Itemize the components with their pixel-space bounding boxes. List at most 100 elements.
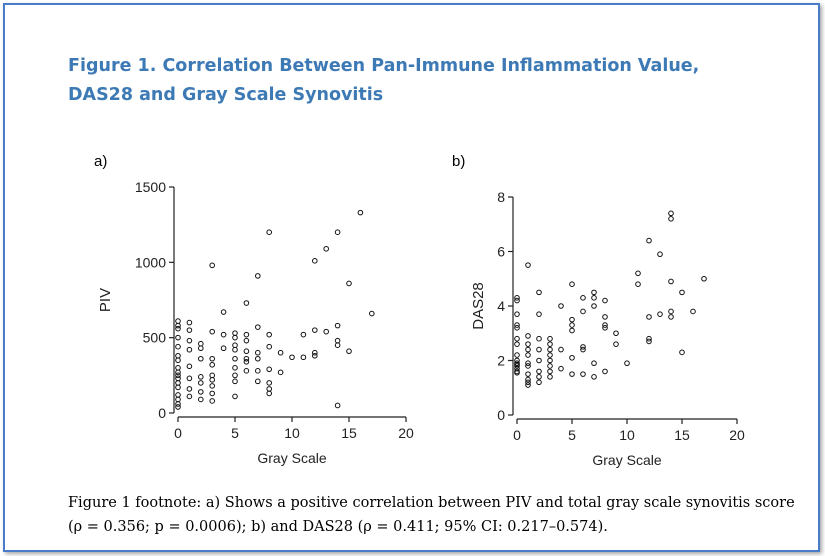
- data-point: [209, 377, 215, 383]
- data-point: [300, 331, 307, 338]
- data-point: [514, 357, 520, 364]
- data-point: [580, 371, 586, 377]
- data-point: [255, 355, 261, 362]
- y-axis-label: DAS28: [470, 282, 487, 330]
- x-tick-label: 5: [231, 425, 239, 441]
- data-point: [514, 335, 520, 342]
- data-point: [547, 357, 553, 364]
- y-tick-label: 6: [497, 244, 505, 260]
- data-point: [591, 303, 597, 309]
- data-point: [209, 372, 215, 379]
- data-point: [536, 289, 542, 296]
- data-point: [198, 355, 204, 362]
- data-point: [220, 309, 227, 315]
- data-point: [514, 297, 520, 304]
- data-point: [255, 324, 261, 330]
- data-point: [514, 341, 520, 347]
- data-point: [175, 369, 181, 376]
- data-point: [657, 311, 663, 317]
- data-point: [657, 251, 663, 258]
- data-point: [668, 278, 674, 285]
- data-point: [255, 273, 261, 279]
- data-point: [514, 325, 520, 331]
- data-point: [580, 308, 586, 315]
- data-point: [175, 322, 181, 329]
- data-point: [232, 342, 238, 348]
- data-point: [602, 325, 608, 331]
- data-point: [668, 216, 674, 222]
- data-point: [525, 352, 531, 358]
- data-point: [266, 343, 272, 350]
- data-point: [323, 245, 329, 252]
- data-point: [668, 308, 674, 315]
- data-point: [312, 349, 318, 356]
- data-point: [175, 357, 181, 364]
- data-point: [175, 380, 181, 386]
- data-point: [232, 372, 238, 379]
- data-point: [186, 337, 193, 344]
- x-tick-label: 10: [619, 427, 635, 443]
- data-point: [525, 341, 531, 347]
- data-point: [668, 210, 674, 217]
- data-point: [569, 371, 575, 377]
- data-point: [514, 322, 520, 328]
- data-point: [346, 348, 352, 355]
- data-point: [547, 363, 553, 369]
- x-axis-label: Gray Scale: [592, 452, 661, 468]
- data-point: [220, 331, 227, 338]
- data-point: [701, 275, 707, 282]
- data-point: [334, 402, 341, 409]
- data-point: [243, 368, 250, 374]
- y-tick-label: 2: [497, 353, 505, 369]
- data-point: [536, 311, 542, 317]
- data-point: [209, 355, 215, 362]
- data-point: [198, 374, 204, 380]
- x-tick-label: 20: [398, 425, 414, 441]
- x-tick-label: 15: [674, 427, 690, 443]
- data-point: [613, 330, 619, 337]
- data-point: [536, 368, 542, 375]
- data-point: [289, 354, 295, 361]
- data-point: [186, 363, 193, 370]
- data-point: [525, 333, 531, 339]
- data-point: [232, 346, 238, 353]
- data-point: [547, 341, 553, 347]
- data-point: [312, 258, 318, 264]
- data-point: [547, 352, 553, 358]
- data-point: [514, 295, 520, 301]
- data-point: [266, 390, 272, 397]
- data-point: [569, 354, 575, 361]
- data-point: [323, 328, 329, 335]
- data-point: [266, 331, 272, 338]
- panel-a-label: a): [94, 153, 108, 170]
- y-tick-label: 500: [143, 330, 167, 346]
- data-point: [525, 376, 531, 383]
- x-tick-label: 0: [513, 427, 521, 443]
- data-point: [514, 365, 520, 372]
- data-point: [525, 371, 531, 377]
- data-point: [591, 374, 597, 380]
- panel-b-label: b): [452, 153, 466, 170]
- data-point: [255, 349, 261, 356]
- data-point: [525, 363, 531, 369]
- data-point: [209, 262, 215, 269]
- x-axis-label: Gray Scale: [257, 450, 326, 466]
- data-point: [635, 270, 641, 277]
- data-point: [175, 396, 181, 403]
- data-point: [569, 327, 575, 334]
- data-point: [646, 335, 652, 342]
- chart-das28-vs-gray-scale: 0 2 4 6 8 0 5 10 15 20 Gray Scale DAS28: [470, 189, 745, 468]
- figure-title: Figure 1. Correlation Between Pan-Immune…: [68, 56, 700, 105]
- data-point: [569, 322, 575, 328]
- data-point: [209, 361, 215, 368]
- y-tick-label: 0: [158, 405, 166, 421]
- data-point: [175, 325, 181, 332]
- data-point: [232, 330, 238, 336]
- data-point: [175, 334, 181, 341]
- data-point: [536, 335, 542, 342]
- data-point: [679, 349, 685, 356]
- data-point: [646, 314, 652, 320]
- data-point: [266, 386, 272, 392]
- data-point: [602, 368, 608, 375]
- data-point: [300, 354, 307, 361]
